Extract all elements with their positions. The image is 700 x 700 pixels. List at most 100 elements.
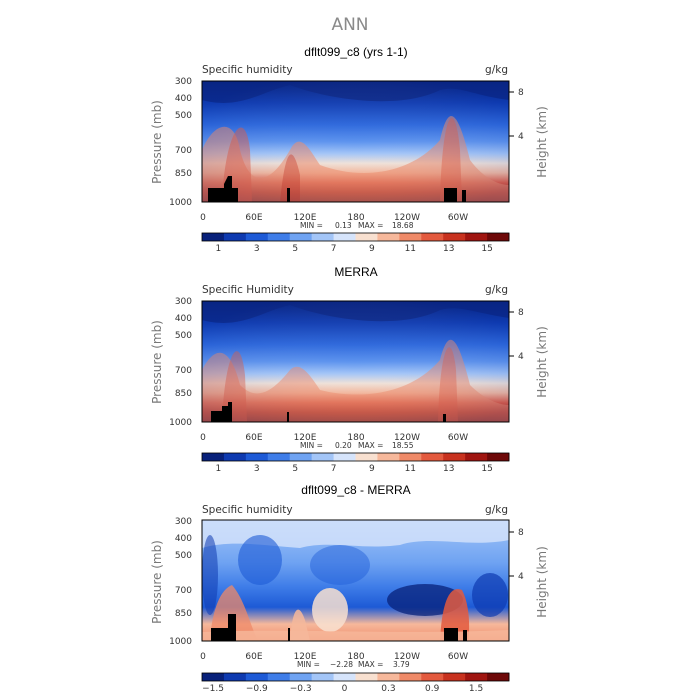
stat-min: 0.20 [335,441,352,450]
x-axis: 0 60E 120E 180 120W 60W [200,652,468,662]
colorbar-label: 3 [254,244,260,254]
panel-merra: MERRA Specific Humidity g/kg 300 400 500… [150,265,549,474]
variable-label: Specific Humidity [202,284,294,296]
stat-min: −2.28 [330,660,353,669]
colorbar-swatch [202,233,225,241]
figure-title: ANN [331,15,368,35]
units-label: g/kg [485,64,508,76]
svg-text:MIN =: MIN = [300,221,323,230]
stats-line: MIN = 0.13 MAX = 18.68 [300,221,414,230]
colorbar-swatch [311,453,334,461]
colorbar-swatch [377,453,400,461]
y-tick-label: 500 [175,551,192,561]
y2-axis-title: Height (km) [535,326,549,397]
y-tick-label: 400 [175,94,192,104]
colorbar-swatch [267,233,291,241]
colorbar-swatch [399,453,422,461]
colorbar-label: 11 [405,464,416,474]
colorbar-swatch [399,673,422,681]
colorbar-swatch [399,233,422,241]
colorbar-swatch [223,453,247,461]
colorbar-label: 1 [216,464,222,474]
y-axis-title: Pressure (mb) [150,320,164,404]
svg-text:MIN =: MIN = [297,660,320,669]
panel-title: dflt099_c8 (yrs 1-1) [304,45,407,59]
colorbar-label: 11 [405,244,416,254]
stat-max: 3.79 [393,660,410,669]
colorbar-label: 7 [331,464,337,474]
colorbar-swatch [289,673,313,681]
colorbar-swatch [377,673,400,681]
colorbar-label: 5 [292,464,298,474]
colorbar-swatch [487,673,510,681]
x-tick-label: 60W [448,433,468,443]
colorbar-label: 13 [443,244,454,254]
colorbar-swatch [333,453,356,461]
colorbar-swatch [245,673,269,681]
x-tick-label: 0 [200,652,206,662]
colorbar-swatch [421,453,444,461]
colorbar-swatch [355,673,378,681]
x-tick-label: 0 [200,433,206,443]
variable-label: Specific humidity [202,64,293,76]
y-tick-label: 1000 [169,637,192,647]
variable-label: Specific humidity [202,504,293,516]
svg-text:MAX =: MAX = [358,441,383,450]
x-tick-label: 180 [347,652,364,662]
colorbar-swatch [355,233,378,241]
y-axis-title: Pressure (mb) [150,540,164,624]
colorbar-frame [201,672,510,682]
colorbar-label: 1 [216,244,222,254]
colorbar-swatch [333,233,356,241]
colorbar-swatch [267,673,291,681]
x-tick-label: 180 [347,213,364,223]
colorbar-swatch [443,673,466,681]
colorbar-swatch [421,233,444,241]
panel-title: MERRA [334,265,377,279]
colorbar: 1 3 5 7 9 11 13 15 [201,452,510,474]
plot-area [201,300,510,423]
colorbar-label: 0.3 [381,684,395,694]
colorbar-swatch [245,233,269,241]
y-tick-label: 300 [175,77,192,87]
y2-tick-label: 8 [518,88,524,98]
stats-line: MIN = 0.20 MAX = 18.55 [300,441,414,450]
colorbar-label: 15 [481,464,492,474]
x-tick-label: 120W [394,213,420,223]
colorbar-label: −0.3 [290,684,312,694]
panel-difference: dflt099_c8 - MERRA Specific humidity g/k… [150,483,549,694]
units-label: g/kg [485,504,508,516]
y-tick-label: 700 [175,366,192,376]
plot-area [201,519,510,642]
x-tick-label: 120E [294,652,317,662]
x-tick-label: 120E [294,213,317,223]
colorbar: −1.5 −0.9 −0.3 0 0.3 0.9 1.5 [201,672,510,694]
y2-axis-title: Height (km) [535,106,549,177]
colorbar-swatch [311,673,334,681]
stat-min: 0.13 [335,221,352,230]
colorbar-swatch [223,673,247,681]
stats-line: MIN = −2.28 MAX = 3.79 [297,660,410,669]
x-tick-label: 0 [200,213,206,223]
y-tick-label: 500 [175,331,192,341]
colorbar-label: 13 [443,464,454,474]
x-tick-label: 180 [347,433,364,443]
colorbar-swatch [202,673,225,681]
colorbar-label: −0.9 [246,684,268,694]
colorbar-frame [201,232,510,242]
units-label: g/kg [485,284,508,296]
colorbar-swatch [223,233,247,241]
colorbar-label: 0.9 [425,684,440,694]
x-tick-label: 60W [448,213,468,223]
colorbar-swatch [289,453,313,461]
x-tick-label: 120W [394,652,420,662]
colorbar-swatch [487,233,510,241]
y-axis-left: 300 400 500 700 850 1000 [169,297,192,428]
x-axis: 0 60E 120E 180 120W 60W [200,213,468,223]
colorbar-label: 1.5 [469,684,483,694]
y-tick-label: 850 [175,169,192,179]
colorbar-label: 5 [292,244,298,254]
colorbar-swatch [487,453,510,461]
y-tick-label: 1000 [169,418,192,428]
